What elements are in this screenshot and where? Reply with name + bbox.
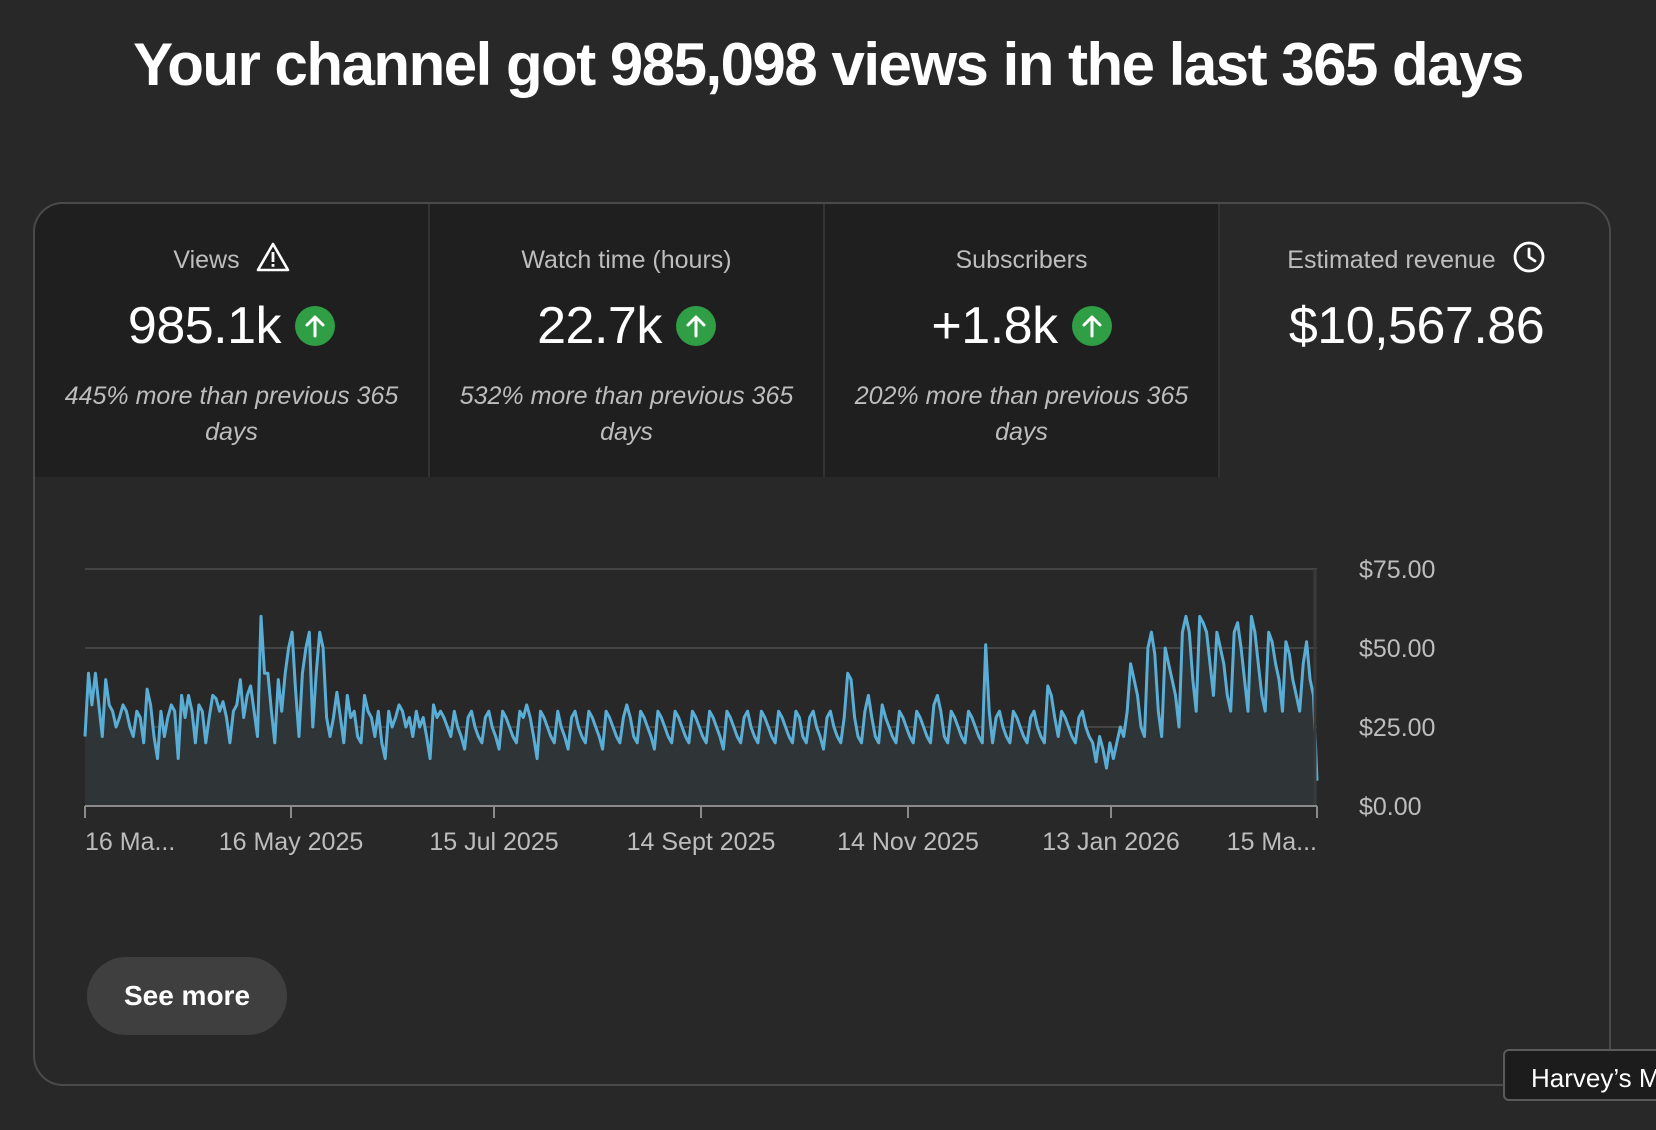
y-tick-label: $0.00 (1359, 793, 1422, 821)
metric-value: $10,567.86 (1288, 297, 1545, 355)
metric-tabs: Views 985.1k 445% more than previous 365… (35, 204, 1609, 477)
arrow-up-icon (675, 306, 716, 346)
series-area (85, 616, 1317, 806)
metric-comparison: 202% more than previous 365 days (854, 382, 1189, 446)
metric-comparison: 532% more than previous 365 days (459, 382, 794, 446)
y-tick-label: $50.00 (1359, 635, 1435, 663)
arrow-up-icon (1071, 306, 1112, 346)
hover-tooltip: Harvey’s M (1503, 1049, 1656, 1101)
y-tick-label: $75.00 (1359, 556, 1435, 584)
warning-icon[interactable] (256, 241, 290, 280)
metric-tab-estimated-revenue[interactable]: Estimated revenue $10,567.86 (1220, 204, 1609, 477)
x-tick-label: 16 May 2025 (219, 828, 364, 856)
metric-value: 22.7k (537, 297, 662, 355)
analytics-card: Views 985.1k 445% more than previous 365… (33, 202, 1611, 1086)
x-tick-label: 14 Nov 2025 (837, 828, 979, 856)
x-tick-label: 16 Ma... (85, 828, 175, 856)
arrow-up-icon (295, 306, 336, 346)
y-tick-label: $25.00 (1359, 714, 1435, 742)
x-tick-label: 13 Jan 2026 (1042, 828, 1180, 856)
page-title: Your channel got 985,098 views in the la… (133, 31, 1524, 98)
see-more-button[interactable]: See more (87, 957, 287, 1035)
x-tick-label: 15 Ma... (1227, 828, 1317, 856)
metric-label: Watch time (hours) (521, 245, 732, 274)
revenue-chart-svg: $75.00 $50.00 $25.00 $0.00 16 Ma... 16 May 20… (83, 556, 1435, 856)
metric-tab-views[interactable]: Views 985.1k 445% more than previous 365… (35, 204, 430, 477)
metric-tab-watch-time[interactable]: Watch time (hours) 22.7k 532% more than … (430, 204, 825, 477)
revenue-chart: $75.00 $50.00 $25.00 $0.00 16 Ma... 16 May 20… (35, 477, 1609, 897)
metric-label: Estimated revenue (1287, 245, 1496, 274)
x-tick-label: 15 Jul 2025 (429, 828, 558, 856)
metric-value: +1.8k (931, 297, 1058, 355)
metric-tab-subscribers[interactable]: Subscribers +1.8k 202% more than previou… (825, 204, 1220, 477)
metric-label: Subscribers (955, 245, 1088, 274)
metric-comparison: 445% more than previous 365 days (64, 382, 399, 446)
x-tick-label: 14 Sept 2025 (627, 828, 776, 856)
series-line (83, 614, 1319, 781)
metric-label: Views (173, 245, 240, 274)
clock-icon[interactable] (1512, 240, 1546, 281)
metric-value: 985.1k (127, 297, 282, 355)
